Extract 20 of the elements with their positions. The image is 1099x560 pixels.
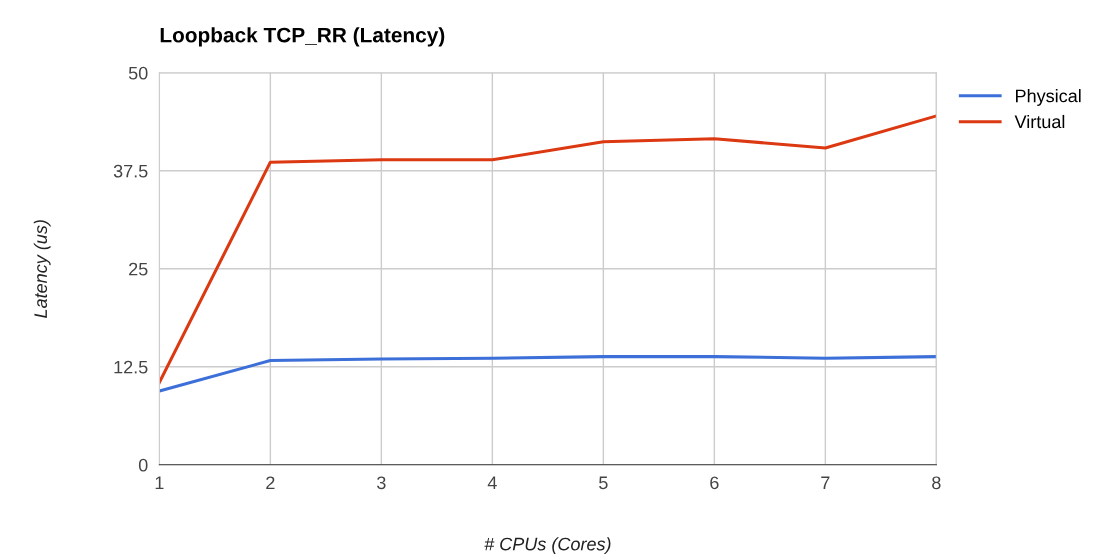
x-tick-label: 4 xyxy=(487,476,497,489)
x-tick-label: 7 xyxy=(821,476,830,489)
x-tick-label: 2 xyxy=(266,476,275,489)
y-tick-label: 12.5 xyxy=(114,360,148,374)
y-tick-label: 0 xyxy=(138,458,148,472)
x-tick-label: 1 xyxy=(155,476,164,489)
legend-label: Physical xyxy=(1016,89,1081,106)
x-tick-label: 6 xyxy=(710,476,719,490)
y-tick-label: 37.5 xyxy=(113,164,148,178)
x-axis-title: # CPUs (Cores) xyxy=(484,537,611,555)
line-series xyxy=(159,114,937,385)
y-tick-label: 25 xyxy=(129,262,148,276)
line-series xyxy=(159,355,937,393)
y-tick-label: 50 xyxy=(128,66,148,80)
y-axis-title: Latency (us) xyxy=(33,220,51,318)
x-tick-label: 5 xyxy=(599,476,608,490)
x-tick-label: 8 xyxy=(932,476,941,490)
chart-title: Loopback TCP_RR (Latency) xyxy=(160,27,445,47)
x-tick-label: 3 xyxy=(377,476,386,490)
legend-label: Virtual xyxy=(1014,114,1065,129)
